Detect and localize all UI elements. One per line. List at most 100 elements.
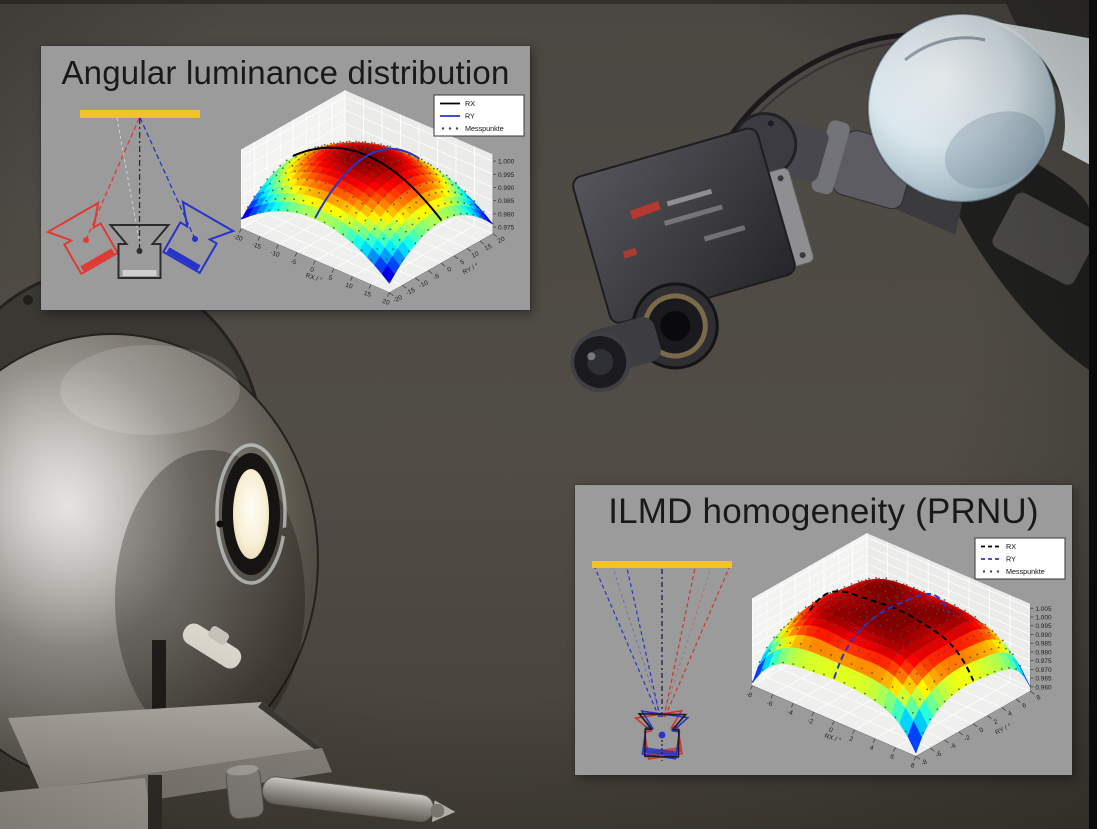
- messpunkt-dot: [339, 141, 342, 143]
- camera-sensor-bar: [643, 747, 676, 758]
- messpunkt-dot: [953, 604, 956, 606]
- messpunkt-dot: [858, 616, 861, 618]
- messpunkt-dot: [272, 170, 275, 173]
- messpunkt-dot: [383, 194, 386, 197]
- messpunkt-dot: [838, 608, 841, 610]
- messpunkt-dot: [313, 151, 316, 154]
- messpunkt-dot: [980, 632, 983, 635]
- camera-outline: [637, 712, 688, 758]
- messpunkt-dot: [323, 143, 326, 146]
- messpunkt-dot: [305, 213, 308, 216]
- messpunkt-dot: [835, 601, 838, 603]
- legend-dots-sample: [455, 127, 459, 130]
- messpunkt-dot: [378, 169, 381, 172]
- grid-line: [254, 220, 403, 286]
- messpunkt-dot: [837, 639, 840, 642]
- grid-line: [241, 109, 346, 170]
- messpunkt-dot: [942, 609, 945, 611]
- grid-line: [752, 554, 868, 621]
- camera-sensor-bar: [122, 270, 157, 276]
- tick-mark: [915, 756, 921, 760]
- tick-label: -15: [405, 287, 417, 298]
- messpunkt-dot: [793, 620, 796, 623]
- messpunkt-dot: [1009, 651, 1011, 653]
- messpunkt-dot: [940, 600, 943, 602]
- camera-center-dot: [83, 237, 89, 243]
- tick-label: -8: [920, 758, 929, 767]
- messpunkt-dot: [894, 595, 897, 598]
- tick-label: -6: [766, 700, 774, 709]
- messpunkt-dot: [303, 169, 306, 172]
- messpunkt-dot: [857, 580, 860, 583]
- grid-line: [241, 96, 346, 157]
- messpunkt-dot: [815, 606, 818, 608]
- messpunkt-dot: [259, 186, 262, 189]
- messpunkt-dot: [393, 203, 395, 206]
- tick-label: 0.985: [498, 198, 515, 205]
- tick-mark: [958, 731, 964, 736]
- messpunkt-dot: [319, 163, 321, 166]
- messpunkt-dot: [304, 153, 307, 156]
- messpunkt-dot: [861, 627, 864, 629]
- tick-label: RX / °: [823, 732, 842, 745]
- messpunkt-dot: [288, 161, 291, 163]
- messpunkt-dot: [874, 698, 876, 701]
- messpunkt-dot: [800, 612, 803, 615]
- messpunkt-dot: [911, 597, 914, 600]
- messpunkt-dot: [839, 590, 842, 593]
- messpunkt-dot: [915, 750, 917, 753]
- messpunkt-dot: [361, 202, 364, 205]
- messpunkt-dot: [464, 190, 467, 193]
- messpunkt-dot: [950, 693, 953, 696]
- messpunkt-dot: [1019, 664, 1022, 667]
- messpunkt-dot: [306, 178, 308, 181]
- messpunkt-dot: [947, 668, 950, 670]
- messpunkt-dot: [787, 623, 790, 625]
- messpunkt-dot: [843, 585, 846, 588]
- tick-label: -4: [786, 709, 794, 718]
- messpunkt-dot: [831, 612, 834, 615]
- messpunkt-dot: [896, 596, 899, 599]
- messpunkt-dot: [325, 157, 328, 159]
- messpunkt-dot: [863, 583, 866, 586]
- messpunkt-dot: [386, 210, 389, 213]
- messpunkt-dot: [382, 144, 385, 147]
- messpunkt-dot: [830, 654, 833, 656]
- messpunkt-dot: [283, 197, 286, 200]
- tick-label: 4: [1007, 710, 1014, 718]
- messpunkt-dot: [898, 584, 901, 586]
- messpunkt-dot: [957, 688, 960, 691]
- messpunkt-dot: [979, 676, 982, 679]
- messpunkt-dot: [300, 163, 303, 166]
- messpunkt-dot: [894, 716, 897, 719]
- camera-pose-center: [637, 712, 688, 758]
- tick-label: 10: [344, 282, 353, 291]
- messpunkt-dot: [334, 158, 337, 161]
- messpunkt-dot: [932, 605, 935, 608]
- messpunkt-dot: [904, 730, 907, 733]
- messpunkt-dot: [312, 170, 315, 173]
- messpunkt-dot: [789, 642, 792, 644]
- tick-mark: [294, 252, 298, 257]
- tick-mark: [944, 739, 949, 744]
- messpunkt-dot: [358, 143, 361, 146]
- tick-label: -5: [289, 258, 297, 267]
- messpunkt-dot: [886, 597, 889, 599]
- messpunkt-dot: [949, 606, 952, 609]
- messpunkt-dot: [923, 590, 926, 593]
- messpunkt-dot: [482, 210, 485, 213]
- messpunkt-dot: [855, 607, 858, 610]
- messpunkt-dot: [771, 662, 774, 665]
- photo-right-border: [1089, 0, 1097, 829]
- messpunkt-dot: [851, 597, 854, 600]
- messpunkt-dot: [895, 652, 898, 655]
- messpunkt-dot: [442, 175, 444, 178]
- messpunkt-dot: [388, 281, 391, 284]
- messpunkt-dot: [874, 586, 876, 588]
- messpunkt-dot: [360, 249, 363, 252]
- messpunkt-dot: [869, 591, 871, 594]
- messpunkt-dot: [905, 584, 908, 586]
- messpunkt-dot: [370, 210, 373, 213]
- messpunkt-dot: [387, 175, 390, 178]
- messpunkt-dot: [415, 201, 418, 204]
